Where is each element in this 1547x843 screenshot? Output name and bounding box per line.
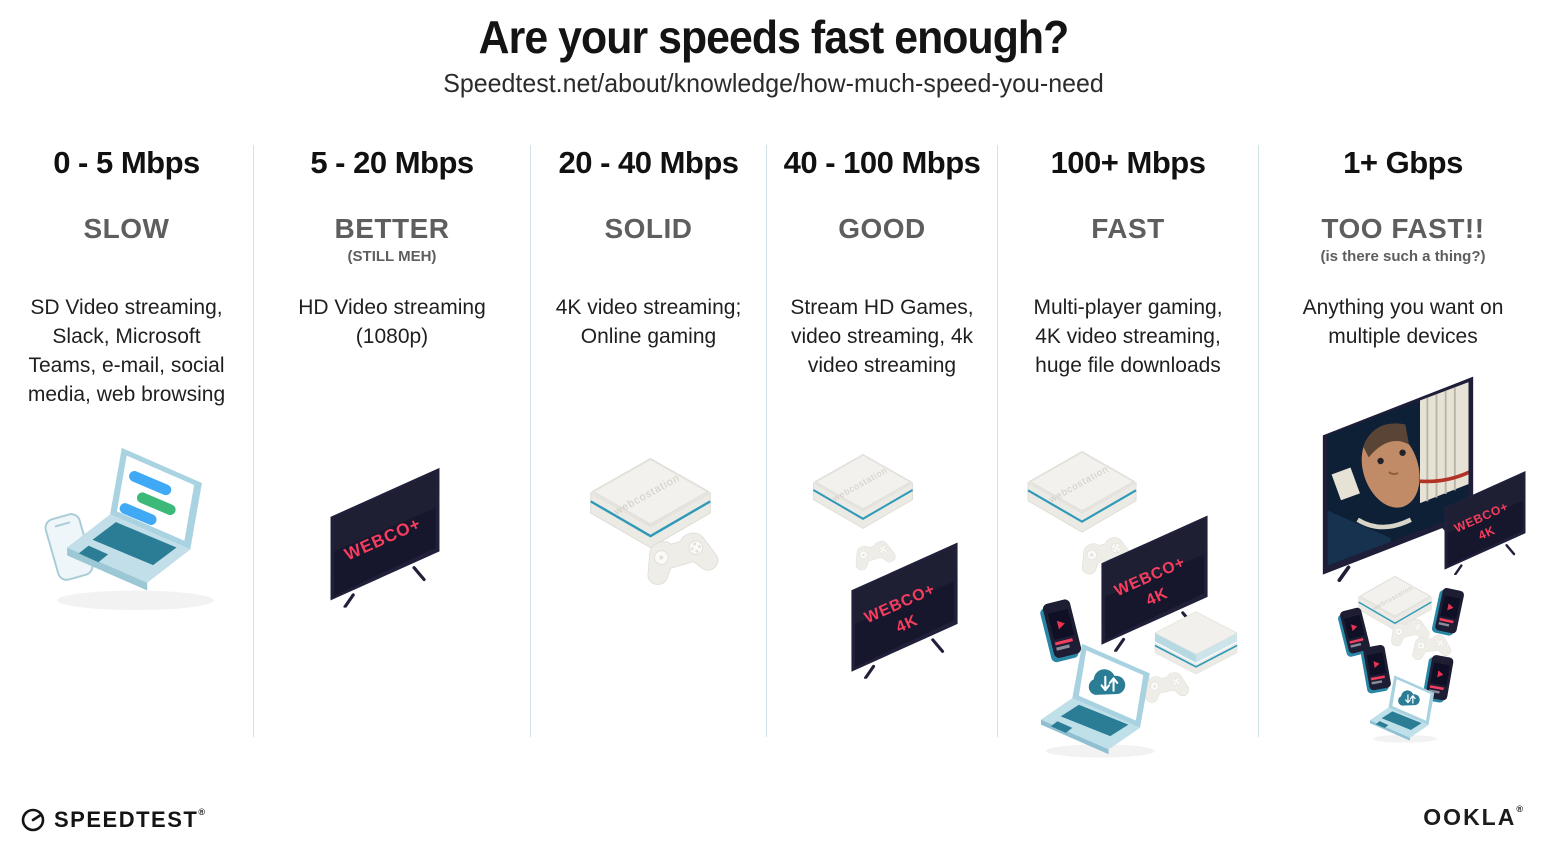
- game-console-illustration: [1150, 608, 1242, 678]
- use-case-description: Multi-player gaming, 4K video streaming,…: [1033, 296, 1223, 377]
- speed-gauge-icon: [21, 808, 45, 832]
- use-case-description: Stream HD Games, video streaming, 4k vid…: [790, 296, 974, 377]
- speed-range-label: 100+ Mbps: [1050, 145, 1206, 180]
- page-title: Are your speeds fast enough?: [478, 11, 1070, 63]
- controller-illustration: [1407, 629, 1455, 665]
- speed-range-label: 20 - 40 Mbps: [558, 145, 739, 180]
- column-good: 40 - 100 Mbps GOOD Stream HD Games, vide…: [766, 145, 997, 737]
- column-better: 5 - 20 Mbps BETTER (STILL MEH) HD Video …: [253, 145, 530, 737]
- page-subtitle: Speedtest.net/about/knowledge/how-much-s…: [443, 68, 1104, 98]
- ookla-trademark: ®: [1516, 804, 1525, 814]
- tv-4k-illustration: [847, 537, 962, 679]
- rating-label: SLOW: [83, 213, 170, 244]
- laptop-cloud-illustration: [1367, 673, 1445, 743]
- footer: SPEEDTEST® OOKLA®: [0, 799, 1547, 835]
- column-fast: 100+ Mbps FAST Multi-player gaming, 4K v…: [997, 145, 1258, 737]
- speed-range-label: 0 - 5 Mbps: [53, 145, 200, 180]
- rating-label: FAST: [1091, 213, 1165, 244]
- rating-label: BETTER: [334, 213, 450, 244]
- rating-label: TOO FAST!!: [1321, 213, 1485, 244]
- column-too-fast: 1+ Gbps TOO FAST!! (is there such a thin…: [1258, 145, 1547, 737]
- console-illustration: [807, 453, 919, 543]
- tv-illustration: [326, 460, 444, 610]
- speedtest-trademark: ®: [198, 807, 207, 817]
- speed-range-label: 5 - 20 Mbps: [310, 145, 474, 180]
- laptop-chat-illustration: [28, 440, 243, 616]
- tv-4k-illustration: [1441, 467, 1529, 575]
- speed-range-label: 40 - 100 Mbps: [783, 145, 981, 180]
- column-slow: 0 - 5 Mbps SLOW SD Video streaming, Slac…: [0, 145, 253, 737]
- speed-range-label: 1+ Gbps: [1343, 145, 1463, 180]
- rating-label: SOLID: [604, 213, 693, 244]
- rating-note: (STILL MEH): [347, 248, 437, 265]
- speedtest-wordmark: SPEEDTEST®: [54, 807, 207, 832]
- use-case-description: 4K video streaming; Online gaming: [555, 296, 742, 348]
- use-case-description: SD Video streaming, Slack, Microsoft Tea…: [27, 296, 226, 406]
- ookla-logo: OOKLA®: [1423, 804, 1525, 830]
- speed-columns: 0 - 5 Mbps SLOW SD Video streaming, Slac…: [0, 145, 1547, 737]
- column-solid: 20 - 40 Mbps SOLID 4K video streaming; O…: [530, 145, 766, 737]
- header: Are your speeds fast enough? Speedtest.n…: [0, 10, 1547, 99]
- speedtest-logo: SPEEDTEST®: [20, 807, 206, 833]
- use-case-description: HD Video streaming (1080p): [298, 296, 486, 348]
- rating-note: (is there such a thing?): [1320, 248, 1486, 265]
- rating-label: GOOD: [838, 213, 926, 244]
- use-case-description: Anything you want on multiple devices: [1302, 296, 1504, 348]
